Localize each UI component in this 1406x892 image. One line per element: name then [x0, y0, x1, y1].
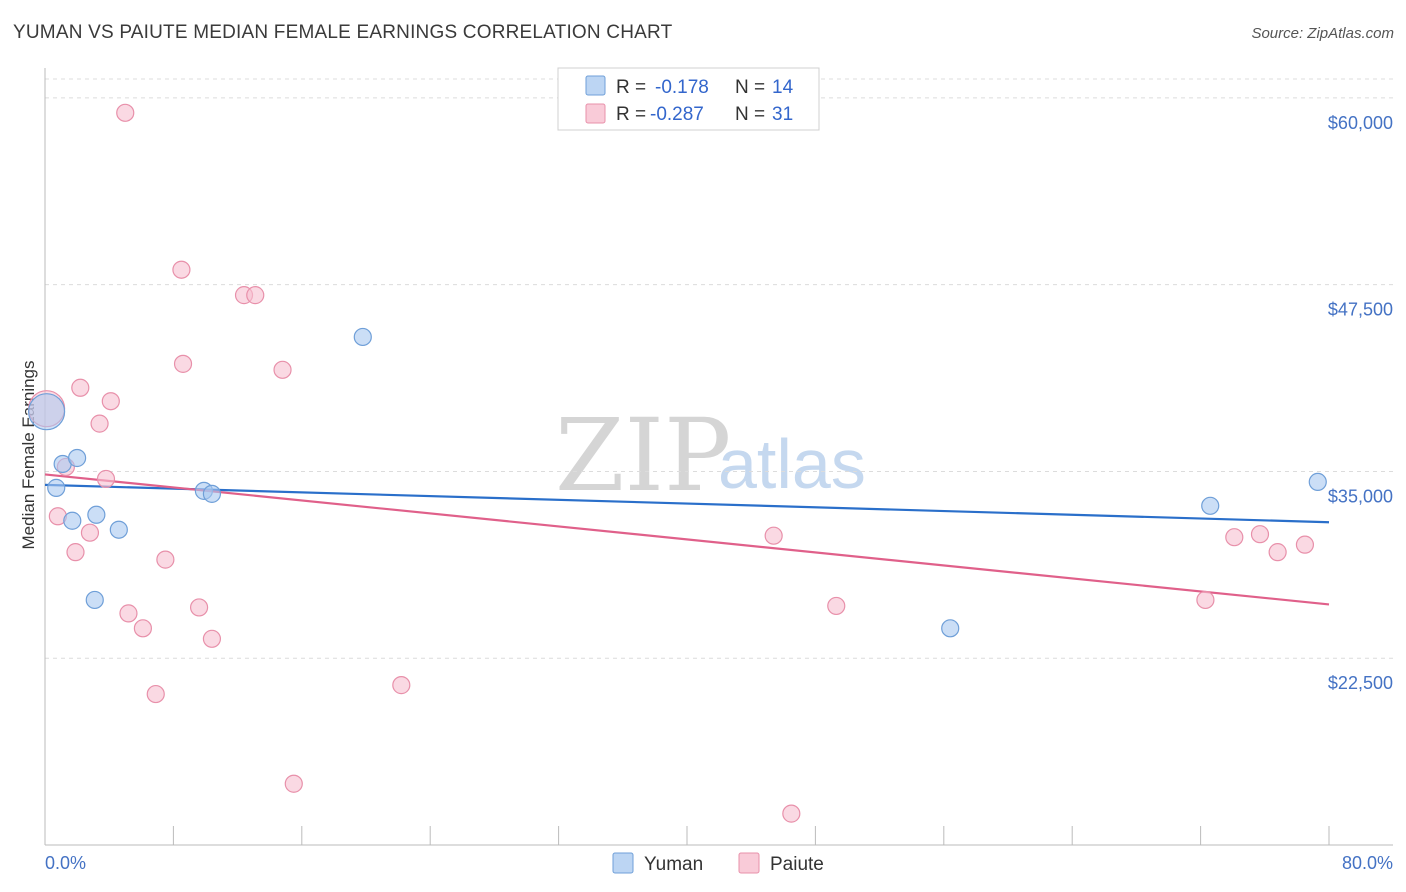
trend-line-yuman: [44, 483, 1330, 524]
y-tick-labels: $22,500 $35,000 $47,500 $60,000: [1328, 113, 1393, 693]
data-points: [28, 103, 1327, 823]
watermark: ZIP atlas: [555, 397, 866, 514]
series-legend: Yuman Paiute: [612, 852, 824, 875]
data-point-yuman: [47, 478, 66, 497]
data-point-paiute: [133, 619, 153, 638]
stats-swatch-paiute: [585, 103, 606, 124]
data-point-paiute: [119, 604, 138, 623]
data-point-yuman: [941, 619, 960, 638]
data-point-paiute: [246, 286, 265, 305]
data-point-paiute: [189, 598, 209, 617]
data-point-yuman: [87, 505, 106, 524]
legend-swatch-paiute: [738, 852, 760, 874]
stats-n-value-paiute: 31: [772, 104, 793, 125]
y-tick-label: $35,000: [1328, 486, 1393, 506]
data-point-paiute: [273, 360, 292, 379]
stats-swatch-yuman: [585, 75, 606, 96]
watermark-zip: ZIP: [555, 397, 731, 514]
data-point-paiute: [1250, 525, 1270, 544]
data-point-yuman: [202, 484, 222, 503]
trend-line-paiute: [44, 473, 1330, 606]
stats-n-value-yuman: 14: [772, 77, 794, 98]
x-tick-label-max: 80.0%: [1342, 853, 1393, 873]
stats-r-label-yuman: R =: [616, 77, 646, 98]
data-point-paiute: [96, 469, 116, 489]
data-point-yuman: [63, 511, 82, 530]
stats-r-label-paiute: R =: [616, 104, 646, 125]
data-point-paiute: [764, 526, 783, 545]
stats-n-label-paiute: N =: [735, 104, 765, 125]
trend-lines: [44, 473, 1330, 606]
data-point-paiute: [1225, 528, 1244, 547]
data-point-paiute: [156, 550, 175, 569]
stats-r-value-paiute: -0.287: [650, 104, 704, 125]
axes: [44, 68, 1393, 846]
data-point-paiute: [146, 684, 165, 704]
stats-n-label-yuman: N =: [735, 77, 765, 98]
data-point-paiute: [392, 676, 411, 695]
data-point-yuman: [28, 393, 66, 431]
chart-title: YUMAN VS PAIUTE MEDIAN FEMALE EARNINGS C…: [13, 22, 673, 43]
data-point-yuman: [85, 590, 104, 610]
chart-source: Source: ZipAtlas.com: [1251, 25, 1394, 42]
y-tick-label: $47,500: [1328, 300, 1393, 320]
data-point-paiute: [1196, 590, 1215, 610]
data-point-paiute: [202, 629, 222, 648]
data-point-paiute: [782, 804, 801, 823]
data-point-paiute: [66, 543, 85, 562]
data-point-paiute: [101, 392, 120, 411]
y-tick-label: $22,500: [1328, 673, 1393, 693]
data-point-paiute: [71, 378, 90, 397]
stats-legend: R = -0.178 N = 14 R = -0.287 N = 31: [557, 67, 820, 131]
legend-swatch-yuman: [612, 852, 634, 874]
data-point-paiute: [827, 596, 846, 616]
data-point-paiute: [172, 260, 191, 279]
data-point-yuman: [1308, 472, 1327, 492]
data-point-paiute: [1295, 535, 1315, 554]
data-point-yuman: [353, 327, 372, 347]
data-point-paiute: [116, 103, 135, 122]
data-point-yuman: [67, 448, 87, 468]
stats-r-value-yuman: -0.178: [655, 77, 709, 98]
data-point-paiute: [1268, 543, 1287, 562]
data-point-paiute: [284, 774, 303, 793]
data-point-paiute: [90, 414, 109, 433]
y-tick-label: $60,000: [1328, 113, 1393, 133]
grid: [45, 78, 1393, 659]
watermark-atlas: atlas: [718, 425, 866, 503]
data-point-paiute: [173, 354, 193, 373]
legend-label-yuman: Yuman: [644, 854, 703, 875]
x-tick-label-min: 0.0%: [45, 853, 86, 873]
legend-label-paiute: Paiute: [770, 854, 824, 875]
data-point-yuman: [109, 520, 128, 539]
data-point-yuman: [1201, 496, 1220, 515]
y-axis-label: Median Female Earnings: [19, 361, 38, 550]
data-point-paiute: [80, 523, 100, 542]
